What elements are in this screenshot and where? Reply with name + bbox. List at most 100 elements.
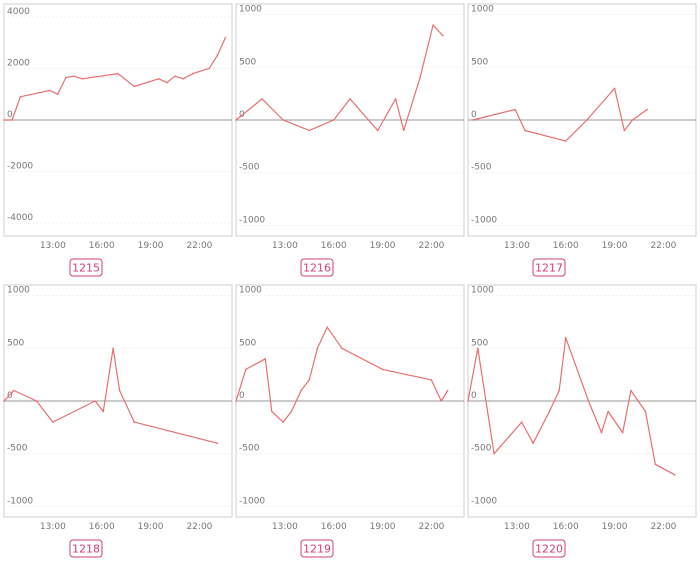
data-point [216,54,219,57]
data-point [261,98,263,100]
chart-panel-1215: 4000 2000 0 -2000 -4000 13:00 16:00 19:00 22:00 1… [3,3,233,277]
data-point [442,34,444,37]
data-point [308,129,311,132]
y-tick-label: -500 [7,444,28,454]
data-point [621,431,624,434]
data-point [117,72,119,75]
data-point [133,85,136,88]
badge-box [532,258,566,277]
data-point [376,129,379,132]
data-point [308,379,311,381]
data-point [19,96,22,98]
x-tick-label: 19:00 [138,241,164,251]
data-point [133,421,136,423]
data-point [381,368,384,371]
badge-box [300,539,334,558]
series-line [4,37,227,121]
y-tick-label: 500 [239,338,256,348]
data-point [166,81,168,84]
data-point [216,442,219,445]
y-tick-label: 4000 [7,7,30,17]
x-tick-label: 16:00 [89,522,115,532]
data-point [630,389,632,392]
y-tick-label: 500 [471,338,488,348]
y-tick-label: 500 [7,338,24,348]
data-point [174,75,176,77]
data-point [35,400,38,402]
x-tick-label: 19:00 [370,522,396,532]
badge-label: 1216 [303,262,331,275]
data-point [332,119,335,121]
y-tick-label: 2000 [7,58,30,68]
data-point [65,76,67,79]
x-tick-label: 16:00 [553,241,579,251]
y-tick-label: -1000 [239,496,265,506]
data-point [224,36,227,39]
data-point [349,98,351,100]
data-point [558,389,560,392]
data-point [440,400,443,402]
y-tick-label: -2000 [7,162,33,172]
y-tick-label: 1000 [7,286,30,296]
data-point [402,129,405,132]
x-tick-label: 16:00 [89,241,115,251]
badge-box [69,539,103,558]
y-tick-label: -4000 [7,213,33,223]
data-point [654,463,657,466]
data-point [548,410,551,413]
x-tick-label: 22:00 [186,241,212,251]
chart-id-badge: 1219 [300,539,334,558]
badge-label: 1215 [72,262,100,275]
data-point [245,368,247,371]
y-tick-label: 0 [471,110,477,120]
series-line [3,347,218,444]
y-tick-label: 0 [471,391,477,401]
chart-panel-1218: 1000 500 0 -500 -1000 13:00 16:00 19:00 22:00 121… [3,284,233,558]
badge-box [300,258,334,277]
data-point [282,119,285,121]
y-tick-label: 1000 [471,5,494,15]
y-tick-label: 500 [471,57,488,67]
y-tick-label: -1000 [471,215,497,225]
data-point [493,452,495,455]
badge-label: 1217 [535,262,563,275]
data-point [81,78,83,80]
data-point [623,129,626,132]
data-point [48,89,51,92]
x-tick-label: 22:00 [650,241,676,251]
x-tick-label: 13:00 [272,522,298,532]
x-tick-label: 19:00 [602,241,628,251]
data-point [514,108,516,111]
data-point [587,400,590,402]
data-point [646,108,648,111]
data-point [102,410,105,413]
chart-id-badge: 1218 [69,539,103,558]
data-point [600,431,603,434]
data-point [644,410,647,413]
data-point [613,87,616,90]
data-point [564,140,567,142]
chart-id-badge: 1216 [300,258,334,277]
data-point [182,78,184,80]
data-point [477,347,479,350]
data-point [467,400,469,402]
x-tick-label: 13:00 [40,241,66,251]
y-tick-label: 1000 [239,286,262,296]
x-tick-label: 13:00 [504,522,530,532]
data-point [157,78,160,80]
data-point [56,93,59,95]
data-point [11,119,13,121]
data-point [316,347,319,350]
data-point [607,410,609,413]
x-tick-label: 16:00 [553,522,579,532]
y-tick-label: -500 [471,163,492,173]
x-tick-label: 19:00 [370,241,396,251]
chart-panel-1217: 1000 500 0 -500 -1000 13:00 16:00 19:00 22:00 121… [467,3,697,277]
data-point [282,421,285,423]
data-point [300,389,302,392]
data-point [586,119,588,121]
x-tick-label: 22:00 [418,522,444,532]
y-tick-label: -500 [239,444,260,454]
